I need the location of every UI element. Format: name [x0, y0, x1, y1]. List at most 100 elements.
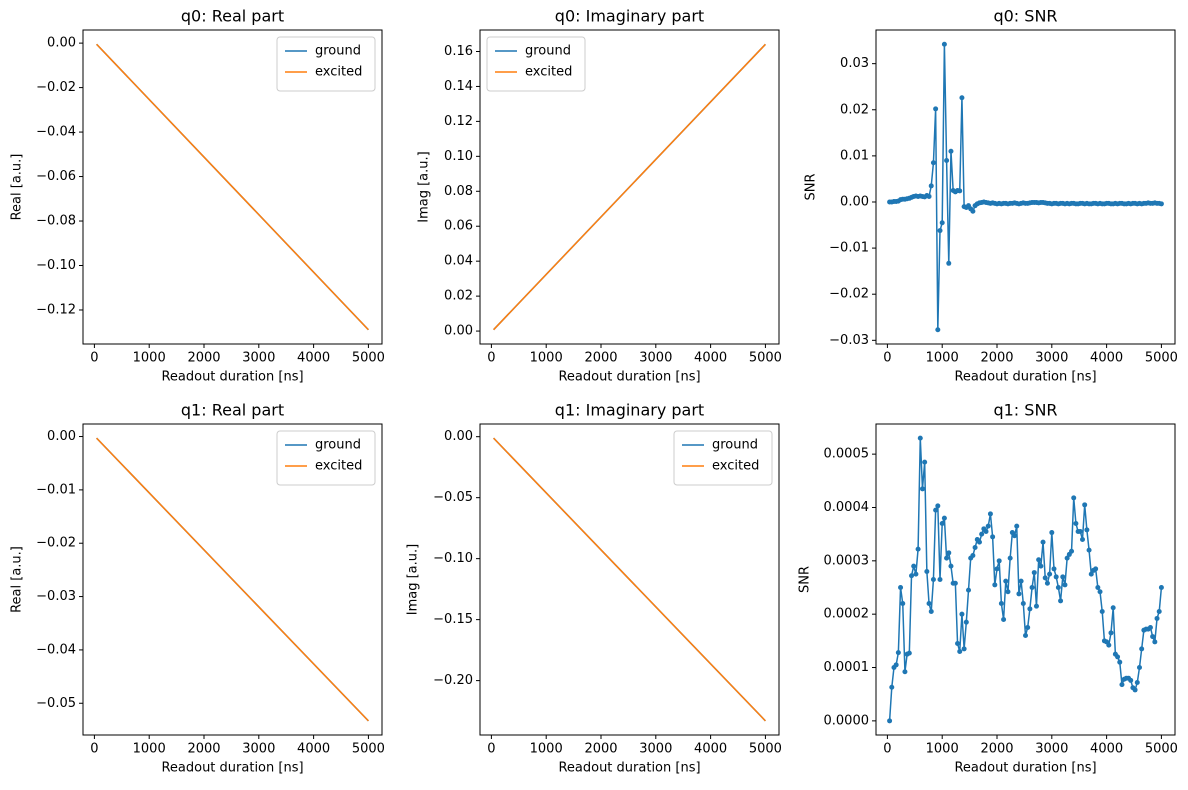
data-point — [1077, 528, 1083, 534]
subplot-title: q1: Imaginary part — [555, 401, 704, 420]
data-point — [1047, 571, 1053, 577]
legend-label: excited — [712, 459, 759, 474]
subplot: 0 1000 2000 3000 4000 5000 −0.20 −0.15 −0.10 −0.0… — [406, 401, 782, 776]
data-point — [944, 157, 950, 163]
y-tick-label: 0.00 — [840, 194, 869, 209]
data-point — [957, 649, 963, 655]
data-point — [957, 188, 963, 194]
data-point — [1158, 585, 1164, 591]
data-point — [1016, 591, 1022, 597]
data-point — [935, 327, 941, 333]
data-point — [1020, 601, 1026, 607]
y-tick-label: −0.05 — [36, 696, 76, 711]
series-line — [493, 43, 766, 331]
data-point — [1051, 566, 1057, 572]
data-point — [970, 552, 976, 558]
y-tick-label: −0.05 — [433, 490, 473, 505]
data-point — [1003, 578, 1009, 584]
x-axis-label: Readout duration [ns] — [161, 761, 303, 776]
legend: ground excited — [276, 430, 376, 486]
data-point — [1132, 687, 1138, 693]
data-point — [1154, 615, 1160, 621]
axes-frame — [479, 29, 780, 345]
y-tick-label: 0.06 — [444, 219, 473, 234]
data-point — [930, 577, 936, 582]
data-point — [1042, 575, 1048, 581]
x-tick-label: 3000 — [242, 351, 275, 366]
y-axis-label: Imag [a.u.] — [406, 544, 421, 615]
x-tick-label: 5000 — [749, 351, 782, 366]
data-point — [889, 684, 895, 690]
data-point — [1108, 630, 1114, 636]
data-point — [1040, 539, 1046, 545]
subplot-title: q1: Real part — [181, 401, 284, 420]
legend-label: excited — [315, 459, 362, 474]
data-point — [930, 160, 936, 166]
data-point — [913, 571, 919, 577]
x-tick-label: 4000 — [297, 351, 330, 366]
x-tick-label: 0 — [90, 351, 98, 366]
legend: ground excited — [673, 430, 773, 486]
data-point — [1134, 679, 1140, 685]
y-tick-label: 0.10 — [444, 149, 473, 164]
data-point — [1136, 665, 1142, 671]
x-tick-label: 0 — [883, 742, 891, 757]
y-tick-label: 0.08 — [444, 184, 473, 199]
subplot-title: q1: SNR — [993, 401, 1057, 420]
y-tick-label: −0.02 — [36, 536, 76, 551]
data-point — [939, 220, 945, 226]
data-point — [948, 148, 954, 154]
x-tick-label: 1000 — [926, 351, 959, 366]
subplot-title: q0: Imaginary part — [555, 7, 704, 26]
data-point — [1044, 580, 1050, 586]
data-point — [906, 650, 912, 656]
y-tick-label: 0.0000 — [824, 713, 870, 728]
data-point — [902, 669, 908, 675]
data-point — [928, 183, 934, 189]
data-point — [952, 580, 958, 586]
y-axis-label: Imag [a.u.] — [417, 151, 432, 222]
series-line — [96, 437, 369, 722]
y-tick-label: −0.02 — [829, 287, 869, 302]
series-line — [96, 43, 369, 331]
data-point — [979, 531, 985, 537]
data-point — [1095, 585, 1101, 591]
data-point — [1097, 589, 1103, 595]
legend-label: ground — [315, 438, 361, 453]
data-point — [887, 718, 893, 724]
x-tick-label: 4000 — [297, 742, 330, 757]
data-point — [1005, 589, 1011, 595]
x-tick-label: 5000 — [1145, 742, 1178, 757]
y-tick-label: 0.00 — [47, 429, 76, 444]
data-point — [1012, 533, 1018, 539]
data-point — [924, 568, 930, 574]
x-tick-label: 1000 — [530, 351, 563, 366]
y-tick-label: −0.06 — [36, 169, 76, 184]
x-tick-label: 5000 — [1145, 351, 1178, 366]
y-axis-label: Real [a.u.] — [10, 546, 25, 613]
legend: ground excited — [276, 36, 376, 92]
data-point — [996, 558, 1002, 564]
data-point — [1086, 547, 1092, 553]
x-axis-label: Readout duration [ns] — [954, 370, 1096, 385]
x-tick-label: 2000 — [584, 351, 617, 366]
legend-label: excited — [315, 65, 362, 80]
y-tick-label: −0.03 — [829, 333, 869, 348]
data-point — [959, 95, 965, 101]
y-tick-label: −0.01 — [829, 241, 869, 256]
x-tick-label: 4000 — [1090, 742, 1123, 757]
data-point — [1033, 603, 1039, 609]
data-point — [994, 566, 1000, 572]
data-point — [1018, 578, 1024, 584]
data-point — [1156, 609, 1162, 615]
y-tick-label: 0.02 — [444, 289, 473, 304]
axes-frame — [82, 423, 383, 736]
subplot: 0 1000 2000 3000 4000 5000 0.0000 0.0001 0.0002 0… — [798, 401, 1178, 776]
y-tick-label: −0.04 — [36, 642, 76, 657]
data-point — [948, 563, 954, 569]
data-point — [941, 41, 947, 47]
x-axis-label: Readout duration [ns] — [558, 370, 700, 385]
legend-label: ground — [315, 44, 361, 59]
x-tick-label: 4000 — [694, 742, 727, 757]
data-point — [992, 582, 998, 588]
